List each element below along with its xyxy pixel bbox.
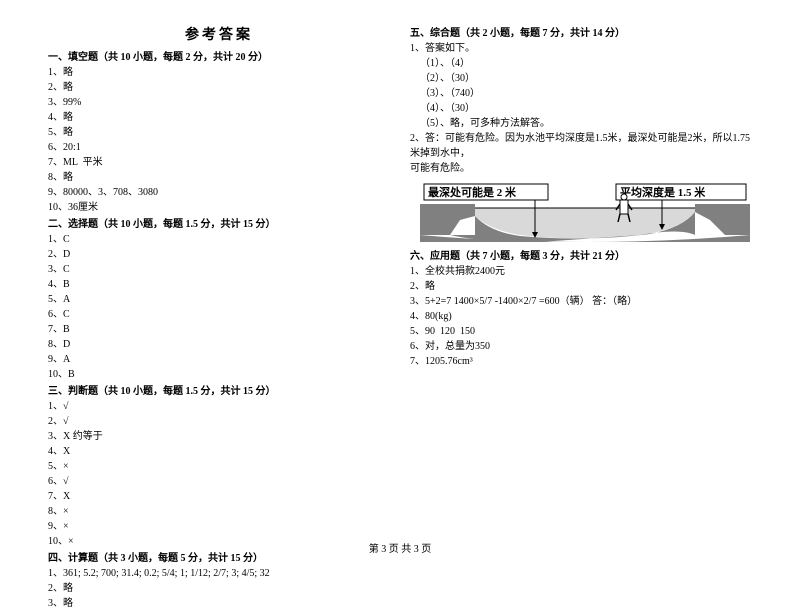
item-1-3: 3、99% (48, 95, 390, 110)
item-2-4: 4、B (48, 277, 390, 292)
document-title: 参考答案 (48, 24, 390, 44)
item-5-1-4: （4）、（30） (410, 101, 752, 116)
item-4-1: 1、361; 5.2; 700; 31.4; 0.2; 5/4; 1; 1/12… (48, 566, 390, 581)
item-2-10: 10、B (48, 367, 390, 382)
item-1-4: 4、略 (48, 110, 390, 125)
item-6-7: 7、1205.76cm³ (410, 354, 752, 369)
svg-text:平均深度是 1.5 米: 平均深度是 1.5 米 (620, 185, 706, 199)
svg-text:最深处可能是 2 米: 最深处可能是 2 米 (428, 185, 517, 199)
item-2-3: 3、C (48, 262, 390, 277)
item-3-4: 4、X (48, 444, 390, 459)
item-1-9: 9、80000、3、708、3080 (48, 185, 390, 200)
item-5-2a: 2、答：可能有危险。因为水池平均深度是1.5米，最深处可能是2米，所以1.75米… (410, 131, 752, 161)
item-6-5: 5、90 120 150 (410, 324, 752, 339)
item-5-1: 1、答案如下。 (410, 41, 752, 56)
item-4-3: 3、略 (48, 596, 390, 611)
item-2-6: 6、C (48, 307, 390, 322)
section-5-head: 五、综合题（共 2 小题，每题 7 分，共计 14 分） (410, 26, 752, 41)
item-5-1-3: （3）、（740） (410, 86, 752, 101)
section-2-head: 二、选择题（共 10 小题，每题 1.5 分，共计 15 分） (48, 217, 390, 232)
section-1-head: 一、填空题（共 10 小题，每题 2 分，共计 20 分） (48, 50, 390, 65)
item-3-2: 2、√ (48, 414, 390, 429)
section-6-head: 六、应用题（共 7 小题，每题 3 分，共计 21 分） (410, 249, 752, 264)
item-3-8: 8、× (48, 504, 390, 519)
item-3-7: 7、X (48, 489, 390, 504)
item-1-2: 2、略 (48, 80, 390, 95)
item-2-7: 7、B (48, 322, 390, 337)
item-1-8: 8、略 (48, 170, 390, 185)
item-2-9: 9、A (48, 352, 390, 367)
item-3-6: 6、√ (48, 474, 390, 489)
page-footer: 第 3 页 共 3 页 (0, 540, 800, 555)
right-column: 五、综合题（共 2 小题，每题 7 分，共计 14 分） 1、答案如下。 （1）… (410, 24, 752, 611)
item-4-2: 2、略 (48, 581, 390, 596)
item-2-1: 1、C (48, 232, 390, 247)
item-6-6: 6、对，总量为350 (410, 339, 752, 354)
section-3-head: 三、判断题（共 10 小题，每题 1.5 分，共计 15 分） (48, 384, 390, 399)
item-1-5: 5、略 (48, 125, 390, 140)
item-1-6: 6、20:1 (48, 140, 390, 155)
item-2-5: 5、A (48, 292, 390, 307)
item-3-3: 3、X 约等于 (48, 429, 390, 444)
item-1-7: 7、ML 平米 (48, 155, 390, 170)
item-3-1: 1、√ (48, 399, 390, 414)
page-container: 参考答案 一、填空题（共 10 小题，每题 2 分，共计 20 分） 1、略 2… (0, 0, 800, 611)
item-6-3: 3、5+2=7 1400×5/7 -1400×2/7 =600（辆） 答：（略） (410, 294, 752, 309)
item-2-2: 2、D (48, 247, 390, 262)
item-1-1: 1、略 (48, 65, 390, 80)
item-2-8: 8、D (48, 337, 390, 352)
item-5-1-1: （1）、（4） (410, 56, 752, 71)
item-6-2: 2、略 (410, 279, 752, 294)
pool-diagram-svg: 最深处可能是 2 米 平均深度是 1.5 米 (420, 180, 750, 242)
item-3-5: 5、× (48, 459, 390, 474)
item-5-1-2: （2）、（30） (410, 71, 752, 86)
item-5-2b: 可能有危险。 (410, 161, 752, 176)
item-1-10: 10、36厘米 (48, 200, 390, 215)
item-3-9: 9、× (48, 519, 390, 534)
item-6-4: 4、80(kg) (410, 309, 752, 324)
left-column: 参考答案 一、填空题（共 10 小题，每题 2 分，共计 20 分） 1、略 2… (48, 24, 390, 611)
item-6-1: 1、全校共捐款2400元 (410, 264, 752, 279)
pool-diagram: 最深处可能是 2 米 平均深度是 1.5 米 (420, 180, 752, 245)
item-5-1-5: （5）、略，可多种方法解答。 (410, 116, 752, 131)
